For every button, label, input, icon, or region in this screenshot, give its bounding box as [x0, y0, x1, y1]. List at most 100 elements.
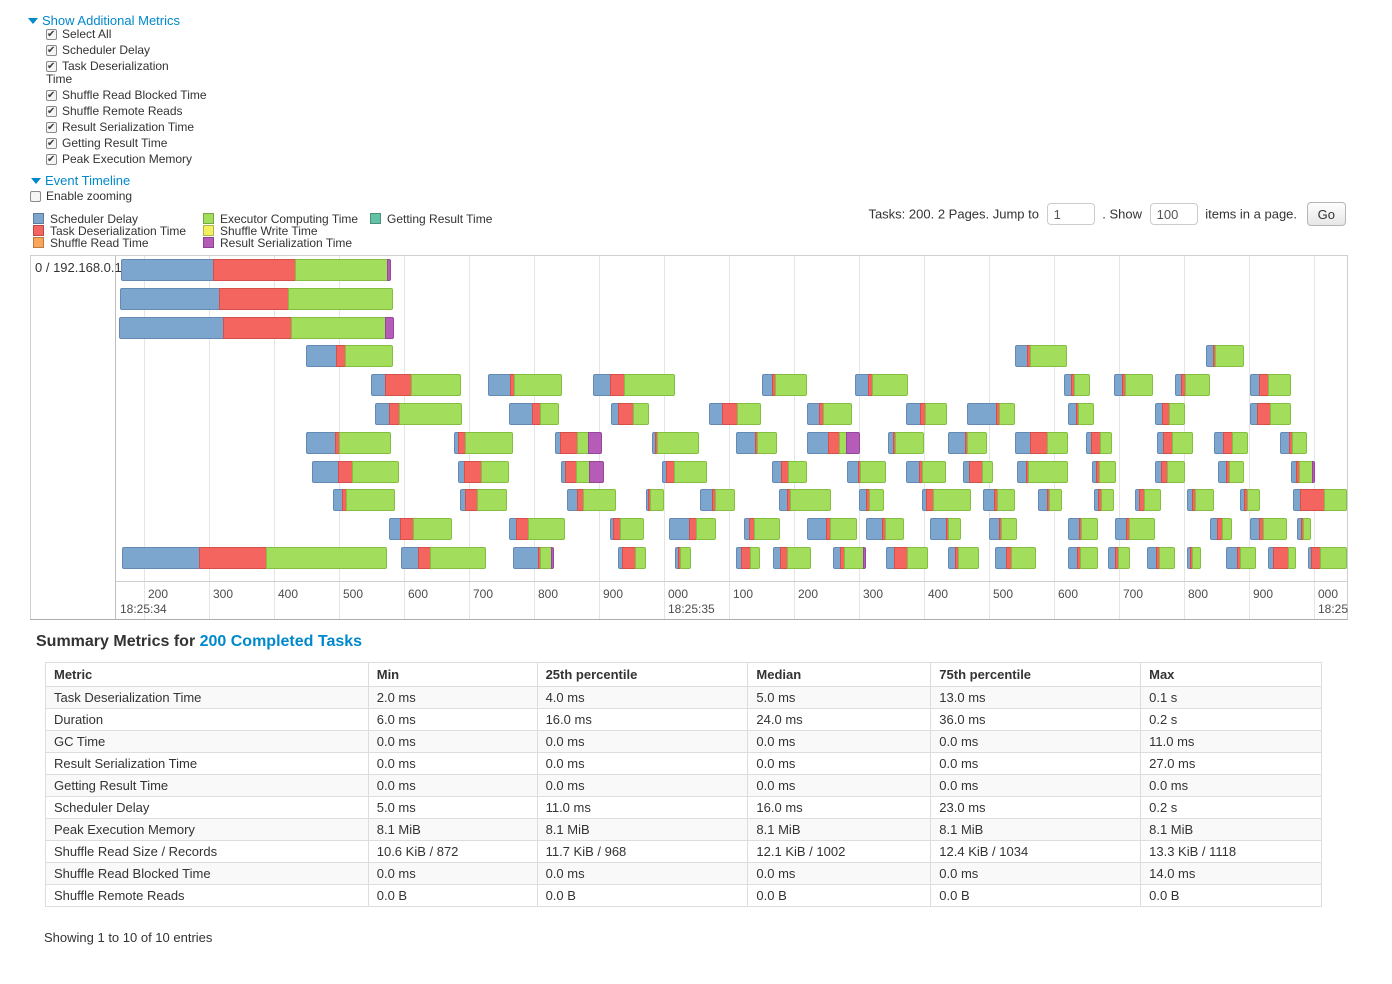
task-bar[interactable] [807, 432, 860, 454]
task-bar[interactable] [1250, 374, 1291, 396]
task-bar[interactable] [1297, 518, 1311, 540]
task-bar[interactable] [859, 489, 884, 511]
task-bar[interactable] [401, 547, 486, 569]
task-bar[interactable] [736, 547, 760, 569]
task-bar[interactable] [983, 489, 1015, 511]
task-bar[interactable] [888, 432, 924, 454]
task-bar[interactable] [1218, 461, 1244, 483]
event-timeline-toggle[interactable]: Event Timeline [31, 172, 130, 190]
timeline-plot-area[interactable] [116, 256, 1348, 581]
task-bar[interactable] [555, 432, 602, 454]
task-bar[interactable] [567, 489, 616, 511]
task-bar[interactable] [1135, 489, 1161, 511]
task-bar[interactable] [1293, 489, 1347, 511]
task-bar[interactable] [779, 489, 831, 511]
task-bar[interactable] [458, 461, 509, 483]
task-bar[interactable] [906, 461, 946, 483]
task-bar[interactable] [948, 547, 979, 569]
task-bar[interactable] [662, 461, 707, 483]
task-bar[interactable] [1155, 403, 1185, 425]
task-bar[interactable] [1214, 432, 1248, 454]
task-bar[interactable] [807, 518, 857, 540]
task-bar[interactable] [1187, 489, 1214, 511]
task-bar[interactable] [1175, 374, 1210, 396]
task-bar[interactable] [306, 432, 391, 454]
task-bar[interactable] [700, 489, 735, 511]
jump-to-page-input[interactable] [1046, 203, 1095, 225]
task-bar[interactable] [930, 518, 961, 540]
task-bar[interactable] [1115, 518, 1155, 540]
task-bar[interactable] [866, 518, 904, 540]
metric-checkbox[interactable] [46, 153, 57, 166]
task-bar[interactable] [709, 403, 761, 425]
task-bar[interactable] [611, 403, 649, 425]
task-bar[interactable] [593, 374, 675, 396]
task-bar[interactable] [1187, 547, 1201, 569]
task-bar[interactable] [122, 547, 387, 569]
task-bar[interactable] [1114, 374, 1153, 396]
task-bar[interactable] [1240, 489, 1260, 511]
metric-checkbox[interactable] [46, 28, 57, 41]
task-bar[interactable] [1280, 432, 1307, 454]
task-bar[interactable] [1308, 547, 1347, 569]
task-bar[interactable] [807, 403, 852, 425]
task-bar[interactable] [1250, 403, 1291, 425]
task-bar[interactable] [1226, 547, 1256, 569]
metric-checkbox[interactable] [46, 137, 57, 150]
task-bar[interactable] [121, 259, 391, 281]
task-bar[interactable] [389, 518, 452, 540]
task-bar[interactable] [1068, 403, 1094, 425]
task-bar[interactable] [1147, 547, 1175, 569]
task-bar[interactable] [922, 489, 971, 511]
task-bar[interactable] [646, 489, 664, 511]
task-bar[interactable] [371, 374, 461, 396]
task-bar[interactable] [1015, 432, 1068, 454]
task-bar[interactable] [1068, 547, 1098, 569]
task-bar[interactable] [675, 547, 691, 569]
task-bar[interactable] [762, 374, 807, 396]
completed-tasks-link[interactable]: 200 Completed Tasks [199, 633, 363, 650]
task-bar[interactable] [1291, 461, 1315, 483]
task-bar[interactable] [1017, 461, 1068, 483]
task-bar[interactable] [120, 288, 393, 310]
task-bar[interactable] [1068, 518, 1098, 540]
show-additional-metrics-toggle[interactable]: Show Additional Metrics [28, 12, 180, 30]
task-bar[interactable] [509, 403, 559, 425]
task-bar[interactable] [610, 518, 644, 540]
task-bar[interactable] [119, 317, 394, 339]
task-bar[interactable] [1015, 345, 1067, 367]
task-bar[interactable] [509, 518, 565, 540]
task-bar[interactable] [847, 461, 886, 483]
task-bar[interactable] [1064, 374, 1090, 396]
metric-checkbox[interactable] [46, 44, 57, 57]
task-bar[interactable] [963, 461, 993, 483]
task-bar[interactable] [1206, 345, 1244, 367]
task-bar[interactable] [1108, 547, 1130, 569]
metric-checkbox[interactable] [46, 89, 57, 102]
task-bar[interactable] [736, 432, 777, 454]
task-bar[interactable] [995, 547, 1036, 569]
task-bar[interactable] [333, 489, 395, 511]
task-bar[interactable] [1092, 461, 1116, 483]
task-bar[interactable] [669, 518, 716, 540]
task-bar[interactable] [454, 432, 513, 454]
metric-checkbox[interactable] [46, 60, 57, 73]
task-bar[interactable] [1155, 461, 1185, 483]
metric-checkbox[interactable] [46, 105, 57, 118]
task-bar[interactable] [1094, 489, 1114, 511]
task-bar[interactable] [312, 461, 399, 483]
task-bar[interactable] [460, 489, 507, 511]
task-bar[interactable] [744, 518, 780, 540]
task-bar[interactable] [855, 374, 908, 396]
task-bar[interactable] [886, 547, 928, 569]
task-bar[interactable] [1250, 518, 1287, 540]
go-button[interactable]: Go [1306, 202, 1346, 226]
enable-zooming-checkbox[interactable] [30, 191, 41, 202]
task-bar[interactable] [618, 547, 646, 569]
task-bar[interactable] [772, 461, 807, 483]
items-per-page-input[interactable] [1149, 203, 1198, 225]
task-bar[interactable] [1086, 432, 1112, 454]
task-bar[interactable] [488, 374, 562, 396]
task-bar[interactable] [773, 547, 811, 569]
task-bar[interactable] [989, 518, 1017, 540]
